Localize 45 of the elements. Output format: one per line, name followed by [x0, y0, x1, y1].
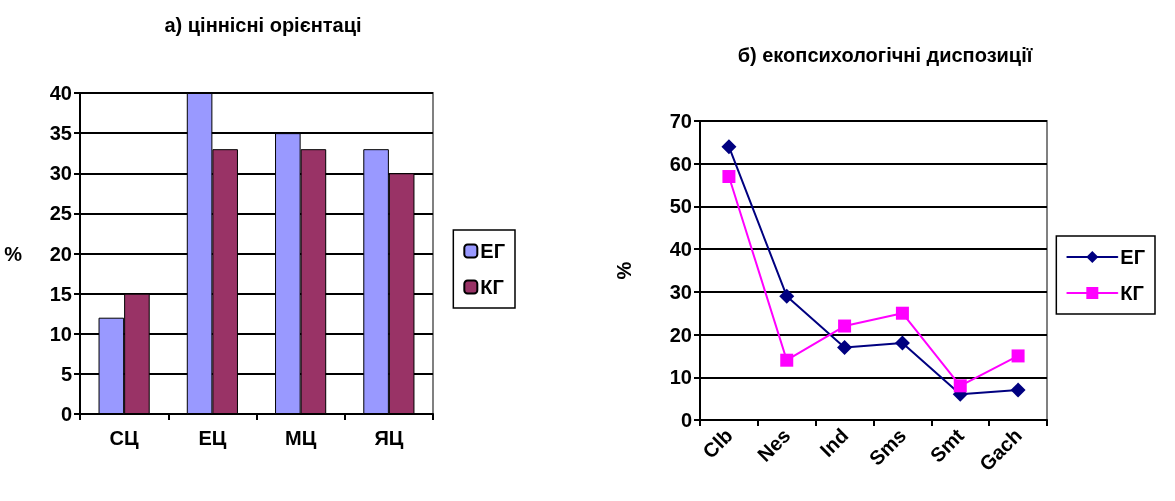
point: [722, 170, 736, 184]
y-tick-label: 0: [680, 409, 692, 431]
x-tick-label: Clb: [698, 424, 737, 463]
point: [895, 306, 909, 320]
y-tick-label: 10: [49, 322, 72, 345]
legend-label: КГ: [480, 276, 504, 298]
y-tick-label: 30: [669, 280, 692, 303]
chart-title: б) екопсихологічні диспозиції: [737, 44, 1033, 66]
legend-label: ЕГ: [1120, 246, 1146, 268]
point: [721, 139, 737, 155]
y-tick-label: 10: [669, 366, 692, 389]
y-tick-label: 20: [669, 323, 692, 346]
x-tick-label: ЯЦ: [374, 427, 404, 449]
point: [838, 319, 852, 333]
y-tick-label: 30: [49, 162, 72, 185]
y-tick-label: 40: [669, 238, 692, 261]
y-tick-label: 25: [49, 202, 72, 225]
point: [779, 288, 795, 304]
point: [1010, 382, 1026, 398]
point: [953, 379, 967, 393]
x-tick-label: Sms: [864, 424, 911, 470]
x-tick-label: Nes: [753, 424, 795, 466]
y-tick-label: 50: [669, 195, 692, 218]
y-tick-label: 5: [60, 362, 72, 385]
x-tick-label: МЦ: [284, 427, 317, 449]
y-axis-title: %: [613, 261, 635, 280]
x-tick-label: Smt: [925, 423, 969, 467]
legend-label: КГ: [1120, 282, 1144, 304]
chart-title: а) ціннісні орієнтаці: [164, 14, 362, 36]
x-tick-label: ЕЦ: [198, 427, 227, 449]
y-tick-label: 35: [49, 122, 72, 145]
y-axis-title: %: [4, 242, 23, 265]
x-tick-label: Ind: [815, 424, 853, 461]
point: [780, 353, 794, 367]
y-tick-label: 40: [49, 82, 72, 104]
y-tick-label: 15: [49, 282, 72, 305]
point: [894, 335, 910, 351]
legend-label: ЕГ: [480, 240, 506, 262]
y-tick-label: 0: [60, 403, 72, 425]
x-tick-label: СЦ: [109, 427, 140, 449]
y-tick-label: 70: [669, 110, 692, 132]
point: [837, 339, 853, 355]
y-tick-label: 60: [669, 152, 692, 175]
point: [1011, 349, 1025, 363]
y-tick-label: 20: [49, 242, 72, 265]
